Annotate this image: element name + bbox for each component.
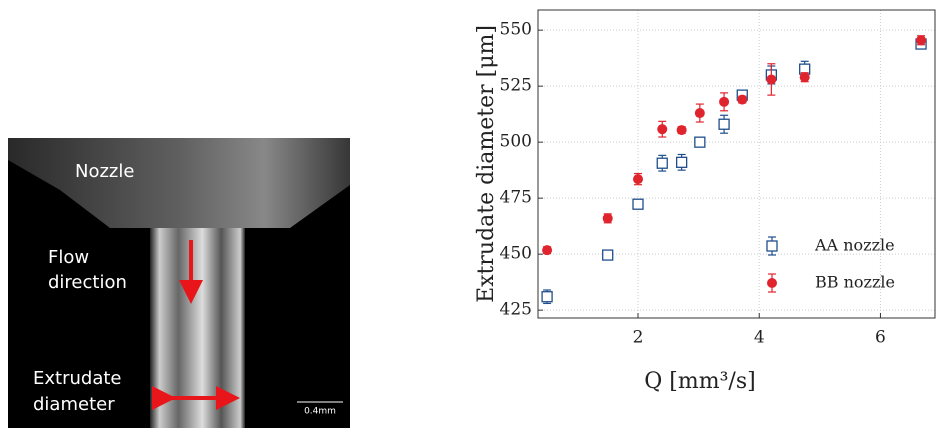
data-point xyxy=(542,245,553,256)
y-tick-label: 500 xyxy=(500,132,532,152)
data-point xyxy=(694,136,706,148)
x-axis-label: Q [mm³/s] xyxy=(644,369,755,394)
photo-label: direction xyxy=(48,272,127,293)
data-point xyxy=(916,35,927,46)
data-point xyxy=(694,108,705,119)
legend-label: BB nozzle xyxy=(815,273,895,292)
y-tick-label: 525 xyxy=(500,76,532,96)
scale-bar-label: 0.4mm xyxy=(304,407,336,417)
photo-label: Extrudate xyxy=(33,368,121,389)
y-tick-label: 450 xyxy=(500,244,532,264)
y-tick-label: 425 xyxy=(500,300,532,320)
data-point xyxy=(799,72,810,83)
plot-frame xyxy=(537,9,936,319)
data-point xyxy=(766,240,778,252)
data-point xyxy=(719,96,730,107)
data-point xyxy=(767,278,777,288)
data-point xyxy=(602,213,613,224)
photo-label: Flow xyxy=(48,247,89,268)
legend-label: AA nozzle xyxy=(814,236,895,255)
data-point xyxy=(656,157,668,169)
data-point xyxy=(657,124,668,135)
data-point xyxy=(632,198,644,210)
photo-label: diameter xyxy=(33,394,115,415)
y-axis-label: Extrudate diameter [μm] xyxy=(474,25,499,303)
data-point xyxy=(602,249,614,261)
data-point xyxy=(718,118,730,130)
x-tick-label: 2 xyxy=(633,328,644,348)
x-tick-label: 6 xyxy=(875,328,886,348)
data-point xyxy=(675,156,688,168)
photo: Nozzle Flow direction Extrudate diameter… xyxy=(8,138,350,428)
data-point xyxy=(633,174,644,185)
data-point xyxy=(541,291,553,303)
data-point xyxy=(766,74,777,85)
x-tick-label: 4 xyxy=(754,328,765,348)
data-point xyxy=(676,125,687,136)
data-point xyxy=(737,94,748,105)
y-tick-label: 475 xyxy=(500,188,532,208)
y-tick-label: 550 xyxy=(500,20,532,40)
photo-label: Nozzle xyxy=(75,161,134,182)
